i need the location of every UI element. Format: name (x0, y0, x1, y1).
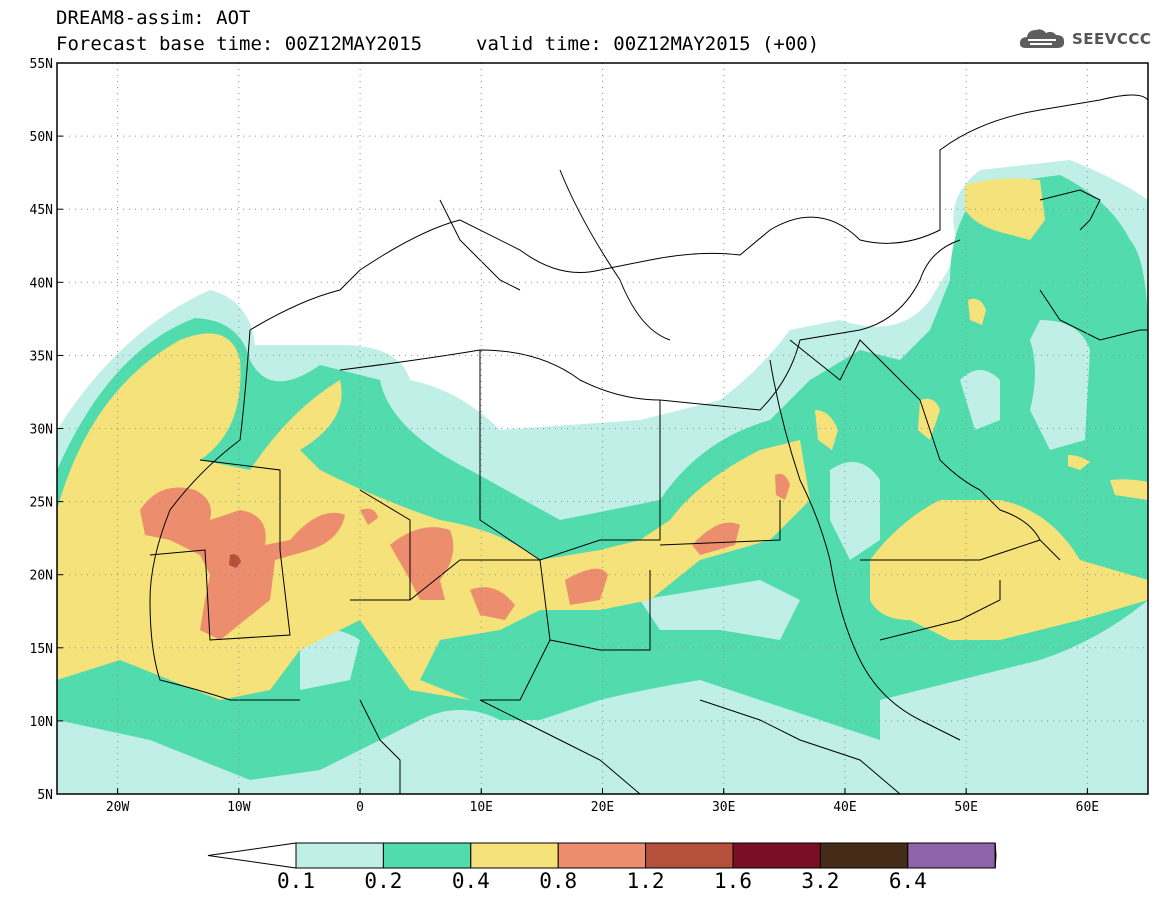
colorbar-label: 1.2 (627, 869, 665, 893)
colorbar-label: 0.8 (539, 869, 577, 893)
colorbar-box (907, 842, 996, 869)
lat-label: 45N (30, 203, 53, 218)
colorbar-over-triangle (994, 842, 997, 869)
colorbar-label: 0.4 (452, 869, 490, 893)
lat-label: 40N (30, 276, 53, 291)
lon-label: 10E (470, 800, 493, 815)
lat-label: 5N (37, 788, 53, 803)
map-title: DREAM8-assim: AOT (56, 7, 251, 29)
colorbar: 0.1 0.2 0.4 0.8 1.2 1.6 3.2 6.4 (207, 842, 997, 893)
valid-time: valid time: 00Z12MAY2015 (+00) (476, 33, 820, 55)
lat-label: 55N (30, 57, 53, 72)
lon-label: 20E (591, 800, 614, 815)
cloud-icon (1019, 29, 1065, 48)
colorbar-box (382, 842, 472, 869)
colorbar-box (645, 842, 734, 869)
lon-label: 0 (356, 800, 364, 815)
lat-label: 20N (30, 569, 53, 584)
colorbar-box (295, 842, 384, 869)
aot-band-0.1-holes (300, 320, 1090, 690)
longitude-labels: 20W 10W 0 10E 20E 30E 40E 50E 60E (106, 788, 1099, 815)
colorbar-label: 3.2 (801, 869, 839, 893)
colorbar-label: 0.2 (364, 869, 402, 893)
forecast-time-line: Forecast base time: 00Z12MAY2015 valid ti… (56, 33, 819, 55)
colorbar-label: 1.6 (714, 869, 752, 893)
colorbar-label: 0.1 (277, 869, 315, 893)
lon-label: 60E (1076, 800, 1099, 815)
latitude-labels: 55N 50N 45N 40N 35N 30N 25N 20N 15N 10N 5N (30, 57, 63, 803)
colorbar-box (470, 842, 559, 869)
colorbar-box (732, 842, 821, 869)
aot-band-0.8 (140, 473, 790, 640)
colorbar-under-triangle (207, 842, 297, 869)
aot-band-1.2 (229, 554, 241, 568)
lon-label: 40E (833, 800, 856, 815)
lat-label: 25N (30, 496, 53, 511)
lon-label: 10W (227, 800, 251, 815)
lon-label: 20W (106, 800, 130, 815)
lat-label: 35N (30, 349, 53, 364)
lat-label: 10N (30, 715, 53, 730)
lat-label: 50N (30, 130, 53, 145)
logo-text: SEEVCCC (1072, 30, 1152, 48)
colorbar-label: 6.4 (889, 869, 927, 893)
seevccc-logo: SEEVCCC (1018, 26, 1151, 52)
lon-label: 50E (954, 800, 977, 815)
lon-label: 30E (712, 800, 735, 815)
lat-label: 30N (30, 423, 53, 438)
coastlines-and-borders (149, 94, 1148, 794)
base-time: Forecast base time: 00Z12MAY2015 (56, 33, 423, 55)
colorbar-box (557, 842, 647, 869)
lat-label: 15N (30, 642, 53, 657)
colorbar-box (819, 842, 909, 869)
